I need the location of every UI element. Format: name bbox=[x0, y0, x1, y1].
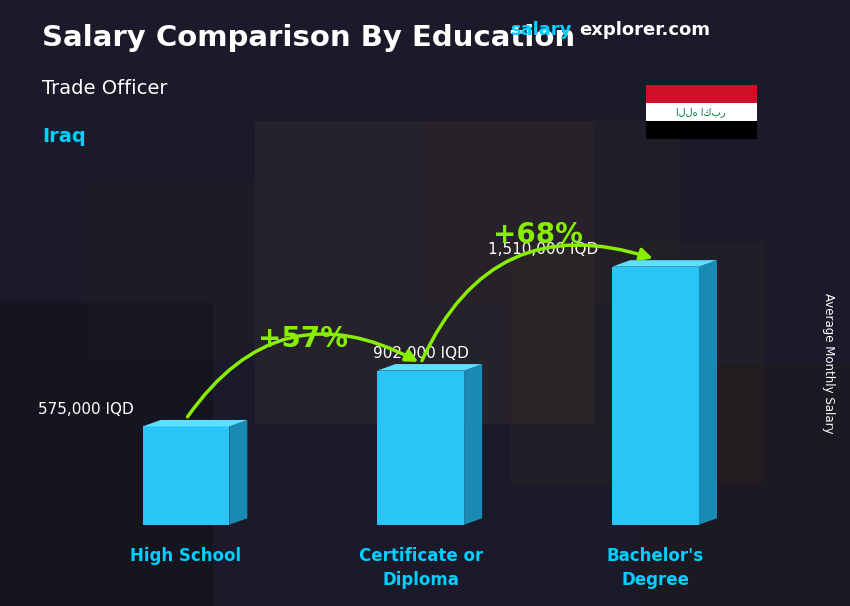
Polygon shape bbox=[143, 420, 247, 427]
Text: Average Monthly Salary: Average Monthly Salary bbox=[822, 293, 836, 434]
Text: الله اكبر: الله اكبر bbox=[677, 107, 726, 117]
Bar bbox=[377, 370, 464, 525]
Text: 1,510,000 IQD: 1,510,000 IQD bbox=[488, 242, 598, 257]
Text: 902,000 IQD: 902,000 IQD bbox=[373, 346, 468, 361]
Text: Trade Officer: Trade Officer bbox=[42, 79, 168, 98]
Text: +68%: +68% bbox=[493, 221, 583, 249]
Bar bbox=[510, 242, 765, 485]
Bar bbox=[646, 103, 756, 121]
Polygon shape bbox=[612, 260, 717, 267]
Polygon shape bbox=[464, 364, 482, 525]
Bar bbox=[646, 121, 756, 139]
Polygon shape bbox=[230, 420, 247, 525]
Bar bbox=[425, 121, 680, 303]
Polygon shape bbox=[377, 364, 482, 370]
Text: Salary Comparison By Education: Salary Comparison By Education bbox=[42, 24, 575, 52]
Bar bbox=[143, 427, 230, 525]
Bar bbox=[0, 303, 212, 606]
Polygon shape bbox=[699, 260, 717, 525]
Bar bbox=[646, 85, 756, 103]
Text: explorer.com: explorer.com bbox=[580, 21, 711, 39]
Bar bbox=[85, 182, 255, 364]
Bar bbox=[255, 121, 595, 424]
Text: salary: salary bbox=[510, 21, 571, 39]
Text: Iraq: Iraq bbox=[42, 127, 86, 146]
Bar bbox=[638, 364, 850, 606]
Text: 575,000 IQD: 575,000 IQD bbox=[37, 402, 133, 416]
Text: +57%: +57% bbox=[258, 325, 348, 353]
Bar bbox=[612, 267, 699, 525]
